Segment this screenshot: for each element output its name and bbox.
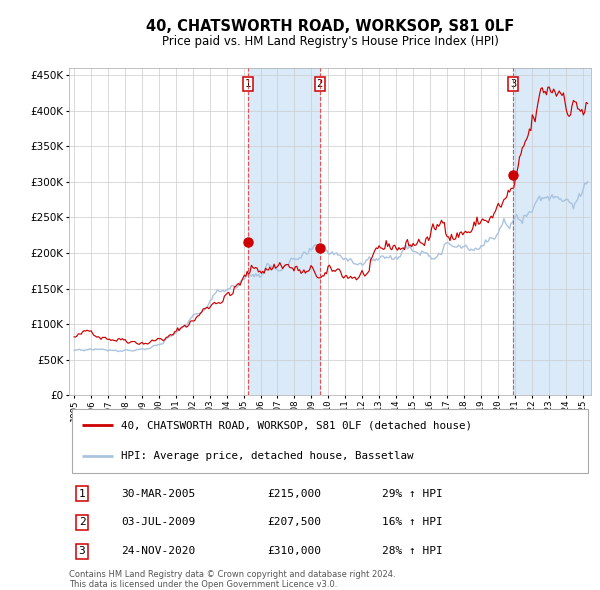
Text: 30-MAR-2005: 30-MAR-2005 [121,489,196,499]
Text: 29% ↑ HPI: 29% ↑ HPI [382,489,443,499]
Text: Price paid vs. HM Land Registry's House Price Index (HPI): Price paid vs. HM Land Registry's House … [161,35,499,48]
Text: 2: 2 [317,79,323,89]
Text: 28% ↑ HPI: 28% ↑ HPI [382,546,443,556]
Text: 40, CHATSWORTH ROAD, WORKSOP, S81 0LF (detached house): 40, CHATSWORTH ROAD, WORKSOP, S81 0LF (d… [121,421,472,431]
Bar [248,68,320,395]
Text: 3: 3 [510,79,516,89]
Text: 1: 1 [245,79,251,89]
Text: Contains HM Land Registry data © Crown copyright and database right 2024.: Contains HM Land Registry data © Crown c… [69,570,395,579]
Text: HPI: Average price, detached house, Bassetlaw: HPI: Average price, detached house, Bass… [121,451,414,461]
Text: 3: 3 [79,546,85,556]
Text: 03-JUL-2009: 03-JUL-2009 [121,517,196,527]
Text: £310,000: £310,000 [268,546,322,556]
Text: This data is licensed under the Open Government Licence v3.0.: This data is licensed under the Open Gov… [69,579,337,589]
Text: 16% ↑ HPI: 16% ↑ HPI [382,517,443,527]
Text: 24-NOV-2020: 24-NOV-2020 [121,546,196,556]
FancyBboxPatch shape [71,409,589,473]
Text: 1: 1 [79,489,85,499]
Text: 40, CHATSWORTH ROAD, WORKSOP, S81 0LF: 40, CHATSWORTH ROAD, WORKSOP, S81 0LF [146,19,514,34]
Bar [513,68,591,395]
Text: £215,000: £215,000 [268,489,322,499]
Text: 2: 2 [79,517,85,527]
Text: £207,500: £207,500 [268,517,322,527]
